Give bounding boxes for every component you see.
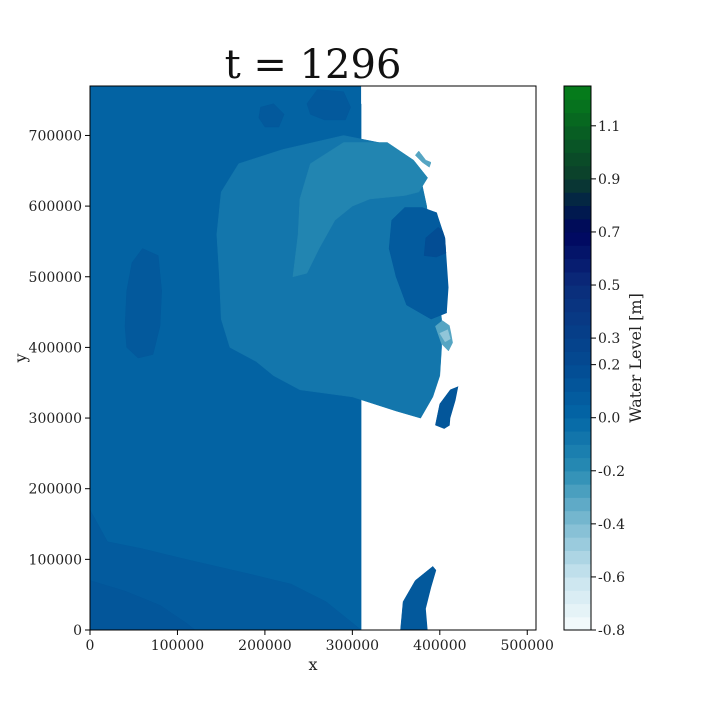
colorbar-band <box>564 417 591 432</box>
colorbar-tick-label: 0.0 <box>598 411 620 427</box>
colorbar-band <box>564 178 591 193</box>
colorbar-band <box>564 470 591 485</box>
colorbar-band <box>564 523 591 538</box>
colorbar-frame <box>563 85 592 631</box>
colorbar-tick-label: 1.1 <box>598 119 620 135</box>
colorbar-tick-label: -0.2 <box>598 464 625 480</box>
colorbar-tick-label: 0.2 <box>598 358 620 374</box>
colorbar-band <box>564 404 591 419</box>
colorbar-tick-label: 0.5 <box>598 278 620 294</box>
x-axis: 0 100000 200000 300000 400000 500000 <box>86 630 554 654</box>
colorbar-band <box>564 444 591 459</box>
colorbar-tick-label: 0.3 <box>598 331 620 347</box>
colorbar-label: Water Level [m] <box>626 293 645 423</box>
colorbar-band <box>564 484 591 498</box>
colorbar-band <box>564 351 591 366</box>
colorbar-band <box>564 258 591 273</box>
colorbar-band <box>564 86 591 100</box>
colorbar-band <box>564 205 591 220</box>
colorbar-band <box>564 430 591 445</box>
colorbar-tick-label: -0.4 <box>598 517 625 533</box>
colorbar-band <box>564 112 591 127</box>
level-region <box>439 329 451 343</box>
colorbar-band <box>564 510 591 525</box>
colorbar-tick-label: 0.7 <box>598 225 620 241</box>
colorbar-band <box>564 125 591 140</box>
colorbar-band <box>564 165 591 180</box>
y-tick-label: 0 <box>73 623 82 639</box>
colorbar-band <box>564 497 591 512</box>
y-tick-label: 300000 <box>29 411 82 427</box>
colorbar-band <box>564 245 591 260</box>
y-axis: 0 100000 200000 300000 400000 500000 600000 700… <box>29 128 90 639</box>
level-region <box>258 103 285 128</box>
y-tick-label: 600000 <box>29 199 82 215</box>
y-tick-label: 200000 <box>29 482 82 498</box>
water-level-field <box>90 86 459 630</box>
level-region <box>90 580 196 630</box>
colorbar-band <box>564 590 591 605</box>
level-region <box>414 150 432 168</box>
colorbar-band <box>564 139 591 153</box>
colorbar-band <box>564 218 591 233</box>
colorbar-band <box>564 192 591 207</box>
chart-title: t = 1296 <box>225 42 402 88</box>
colorbar-band <box>564 324 591 339</box>
colorbar-band <box>564 537 591 551</box>
plot-frame <box>89 85 537 631</box>
level-region <box>124 248 162 359</box>
colorbar-band <box>564 311 591 326</box>
x-tick-label: 500000 <box>501 638 554 654</box>
colorbar-tick-label: -0.8 <box>598 623 625 639</box>
x-tick-label: 400000 <box>413 638 466 654</box>
x-tick-label: 300000 <box>326 638 379 654</box>
colorbar-band <box>564 338 591 352</box>
colorbar-band <box>564 271 591 286</box>
x-tick-label: 200000 <box>238 638 291 654</box>
colorbar-band <box>564 616 591 631</box>
colorbar-band <box>564 603 591 618</box>
colorbar-band <box>564 457 591 472</box>
level-regions <box>90 86 459 630</box>
y-tick-label: 500000 <box>29 270 82 286</box>
colorbar-band <box>564 285 591 299</box>
colorbar-band <box>564 576 591 591</box>
y-tick-label: 400000 <box>29 340 82 356</box>
y-tick-label: 100000 <box>29 552 82 568</box>
x-tick-label: 100000 <box>151 638 204 654</box>
colorbar-tick-label: 0.9 <box>598 172 620 188</box>
colorbar-tick-label: -0.6 <box>598 570 625 586</box>
y-tick-label: 700000 <box>29 128 82 144</box>
colorbar-band <box>564 364 591 379</box>
y-axis-label: y <box>11 353 30 363</box>
colorbar-band <box>564 298 591 313</box>
colorbar-band <box>564 99 591 114</box>
colorbar-band <box>564 377 591 392</box>
x-axis-label: x <box>308 655 317 674</box>
colorbar-band <box>564 391 591 406</box>
x-tick-label: 0 <box>86 638 95 654</box>
level-region <box>306 89 351 121</box>
colorbar-band <box>564 563 591 578</box>
level-region <box>90 509 362 630</box>
colorbar-band <box>564 550 591 565</box>
level-region <box>292 142 428 278</box>
colorbar-band <box>564 152 591 167</box>
colorbar-band <box>564 231 591 246</box>
colorbar: -0.8 -0.6 -0.4 -0.2 0.0 0.2 0.3 0.5 0.7 0.9 1.1 <box>563 85 625 639</box>
